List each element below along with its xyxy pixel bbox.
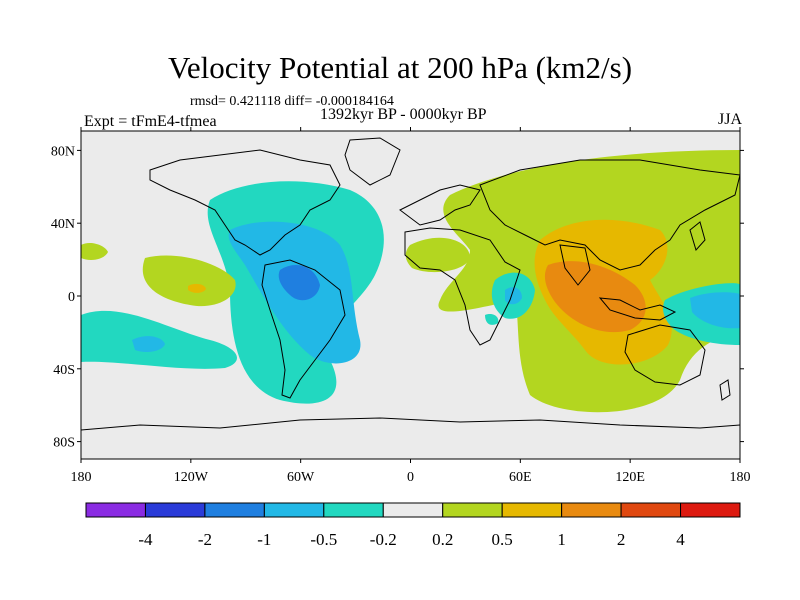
lat-tick-label: 0 bbox=[68, 290, 75, 305]
colorbar: -4 -2 -1 -0.5 -0.2 0.2 0.5 1 2 4 bbox=[85, 502, 741, 549]
contour-blue-westpacific bbox=[690, 292, 740, 329]
colorbar-label: -2 bbox=[198, 530, 212, 549]
colorbar-swatch bbox=[204, 502, 265, 518]
contour-blue-pacific bbox=[132, 336, 165, 352]
stats-text: rmsd= 0.421118 diff= -0.000184164 bbox=[190, 94, 394, 109]
colorbar-swatch bbox=[85, 502, 146, 518]
colorbar-swatch bbox=[144, 502, 206, 518]
contour-blue-africa bbox=[505, 287, 522, 305]
colorbar-label: 0.2 bbox=[432, 530, 453, 549]
period-label: 1392kyr BP - 0000kyr BP bbox=[320, 106, 487, 123]
map-panel bbox=[81, 131, 740, 459]
contour-cyan-africa-south bbox=[485, 313, 499, 325]
contour-orange-pacific bbox=[188, 283, 206, 293]
colorbar-swatch bbox=[680, 502, 741, 518]
colorbar-swatch bbox=[263, 502, 325, 518]
lon-tick-label: 0 bbox=[407, 470, 414, 485]
colorbar-swatch bbox=[561, 502, 622, 518]
lat-tick-label: 40S bbox=[53, 363, 75, 378]
lon-tick-label: 60W bbox=[287, 470, 315, 485]
colorbar-swatch bbox=[382, 502, 444, 518]
contour-darkblue-americas bbox=[278, 265, 320, 301]
contour-green-pacific bbox=[142, 255, 236, 307]
lat-tick-label: 80N bbox=[51, 144, 75, 159]
colorbar-label: 2 bbox=[617, 530, 626, 549]
colorbar-label: -1 bbox=[257, 530, 271, 549]
coastlines bbox=[81, 137, 740, 431]
contour-green-northpacific bbox=[680, 242, 740, 270]
contour-green-africa bbox=[405, 237, 470, 273]
colorbar-swatch bbox=[501, 502, 563, 518]
lon-axis: 180 120W 60W 0 60E 120E 180 bbox=[71, 127, 751, 485]
season-label: JJA bbox=[717, 111, 742, 128]
colorbar-label: -0.2 bbox=[370, 530, 397, 549]
lon-tick-label: 120W bbox=[174, 470, 209, 485]
page-title: Velocity Potential at 200 hPa (km2/s) bbox=[167, 50, 633, 85]
lon-tick-label: 180 bbox=[730, 470, 751, 485]
lon-tick-label: 60E bbox=[509, 470, 532, 485]
lon-tick-label: 180 bbox=[71, 470, 92, 485]
colorbar-swatch bbox=[442, 502, 503, 518]
lon-tick-label: 120E bbox=[615, 470, 645, 485]
lat-tick-label: 80S bbox=[53, 436, 75, 451]
lat-axis: 80N 40N 0 40S 80S bbox=[51, 144, 744, 451]
colorbar-swatch bbox=[620, 502, 682, 518]
colorbar-swatch bbox=[323, 502, 384, 518]
contour-green-westedge bbox=[81, 242, 108, 260]
colorbar-label: -4 bbox=[138, 530, 153, 549]
colorbar-label: -0.5 bbox=[310, 530, 337, 549]
experiment-label: Expt = tFmE4-tfmea bbox=[84, 113, 217, 130]
lat-tick-label: 40N bbox=[51, 217, 75, 232]
colorbar-label: 4 bbox=[676, 530, 685, 549]
contour-cyan-westedge bbox=[81, 330, 89, 348]
colorbar-label: 0.5 bbox=[492, 530, 513, 549]
contour-darkorange-indian bbox=[544, 261, 646, 333]
colorbar-label: 1 bbox=[557, 530, 566, 549]
